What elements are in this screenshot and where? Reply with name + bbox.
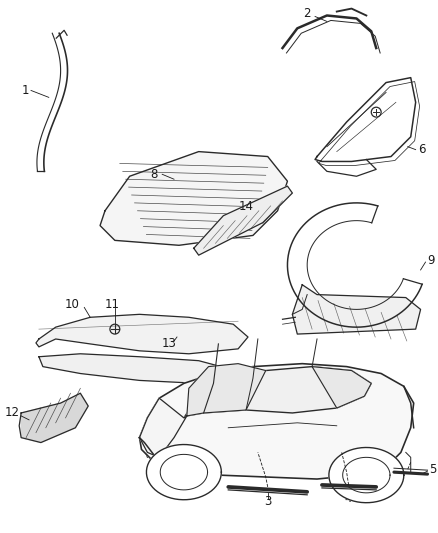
Text: 14: 14 (239, 200, 254, 213)
Text: 9: 9 (427, 254, 435, 266)
Polygon shape (312, 367, 371, 408)
Polygon shape (100, 151, 287, 245)
Polygon shape (21, 393, 88, 442)
Text: 11: 11 (104, 298, 120, 311)
Text: 12: 12 (4, 407, 19, 419)
Polygon shape (184, 367, 371, 418)
Polygon shape (194, 186, 293, 255)
Polygon shape (329, 448, 404, 503)
Polygon shape (187, 364, 266, 416)
Text: 10: 10 (65, 298, 80, 311)
Polygon shape (293, 285, 420, 334)
Text: 8: 8 (151, 168, 158, 181)
Text: 2: 2 (304, 7, 311, 20)
Text: 3: 3 (264, 495, 272, 508)
Polygon shape (146, 445, 221, 500)
Text: 5: 5 (430, 463, 437, 475)
Polygon shape (140, 398, 187, 457)
Text: 13: 13 (162, 337, 177, 350)
Text: 6: 6 (417, 143, 425, 156)
Polygon shape (39, 354, 228, 383)
Text: 1: 1 (21, 84, 29, 97)
Text: 10: 10 (186, 382, 201, 395)
Polygon shape (39, 314, 248, 354)
Polygon shape (140, 364, 413, 479)
Text: 4: 4 (345, 492, 352, 505)
